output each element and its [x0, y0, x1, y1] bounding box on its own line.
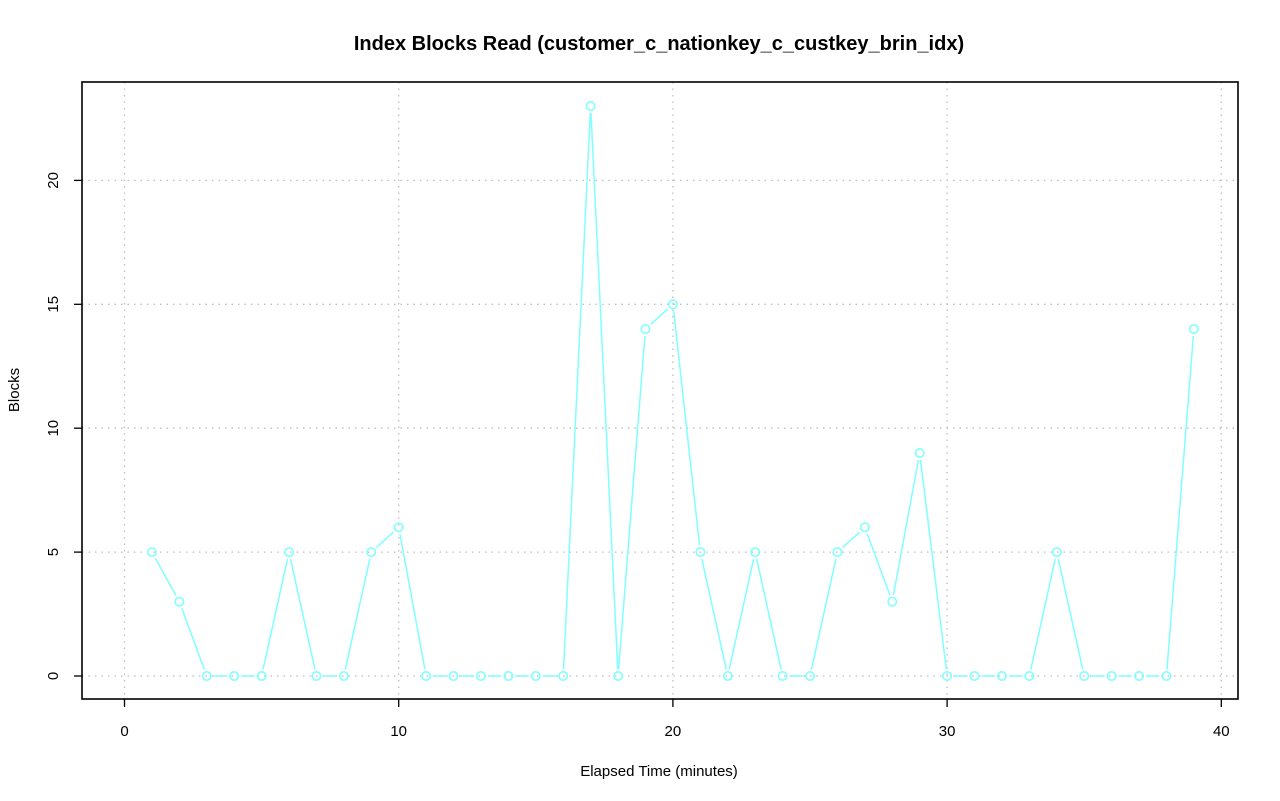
data-point [1188, 324, 1199, 335]
y-tick-label: 5 [45, 548, 62, 556]
series-segment [262, 558, 289, 670]
series-segment [181, 607, 206, 670]
data-point [393, 522, 404, 533]
tick-layer: 0 10 20 30 40 0 5 10 15 20 [45, 172, 1230, 740]
series-segment [375, 531, 395, 548]
series-segment [650, 308, 669, 325]
series-segment [289, 558, 316, 670]
data-point [1051, 547, 1062, 558]
y-tick-label: 15 [45, 296, 62, 313]
series-segment [154, 557, 177, 596]
data-point [969, 670, 980, 681]
series-segment [399, 534, 426, 670]
y-tick-label: 20 [45, 172, 62, 189]
data-point [667, 299, 678, 310]
plot-frame [81, 81, 1239, 700]
series-segment [617, 335, 646, 670]
data-point [338, 670, 349, 681]
data-point [503, 670, 514, 681]
series-segment [728, 558, 755, 670]
data-point [558, 670, 569, 681]
series-segment [866, 533, 891, 596]
data-point [613, 670, 624, 681]
data-point [530, 670, 541, 681]
y-tick-label: 10 [45, 420, 62, 437]
data-point [750, 547, 761, 558]
data-point [1161, 670, 1172, 681]
series-segment [1057, 558, 1084, 670]
y-axis-label: Blocks [6, 368, 23, 412]
data-point [421, 670, 432, 681]
data-point [996, 670, 1007, 681]
data-point [256, 670, 267, 681]
series-segment [755, 558, 782, 670]
data-point [887, 596, 898, 607]
data-point [804, 670, 815, 681]
data-point [585, 101, 596, 112]
data-point [284, 547, 295, 558]
data-point [311, 670, 322, 681]
series-segment [344, 558, 371, 670]
series-segment [810, 558, 837, 670]
data-point [366, 547, 377, 558]
y-tick-label: 0 [45, 672, 62, 680]
series-segment [842, 531, 861, 548]
x-tick-label: 0 [120, 723, 128, 740]
data-point [640, 324, 651, 335]
series-segment [919, 459, 947, 670]
series-segment [701, 558, 727, 670]
data-point [1024, 670, 1035, 681]
x-tick-label: 40 [1213, 723, 1230, 740]
series-segment [562, 113, 592, 670]
data-point [448, 670, 459, 681]
data-point [777, 670, 788, 681]
data-point [174, 596, 185, 607]
data-point [1134, 670, 1145, 681]
data-point [1106, 670, 1117, 681]
series-segment [1166, 335, 1195, 670]
data-point [695, 547, 706, 558]
chart-title: Index Blocks Read (customer_c_nationkey_… [354, 33, 964, 55]
grid-layer [82, 82, 1238, 699]
data-point [914, 447, 925, 458]
data-point [146, 547, 157, 558]
series-segment [672, 311, 701, 546]
data-point [229, 670, 240, 681]
data-point [859, 522, 870, 533]
x-tick-label: 30 [939, 723, 956, 740]
series-layer [146, 101, 1199, 681]
data-point [832, 547, 843, 558]
data-point [722, 670, 733, 681]
data-point [475, 670, 486, 681]
data-point [1079, 670, 1090, 681]
x-tick-label: 20 [665, 723, 682, 740]
series-segment [892, 459, 920, 595]
series-segment [1030, 558, 1056, 670]
x-axis-label: Elapsed Time (minutes) [580, 763, 738, 780]
data-point [201, 670, 212, 681]
data-point [942, 670, 953, 681]
series-segment [590, 113, 619, 670]
x-tick-label: 10 [390, 723, 407, 740]
